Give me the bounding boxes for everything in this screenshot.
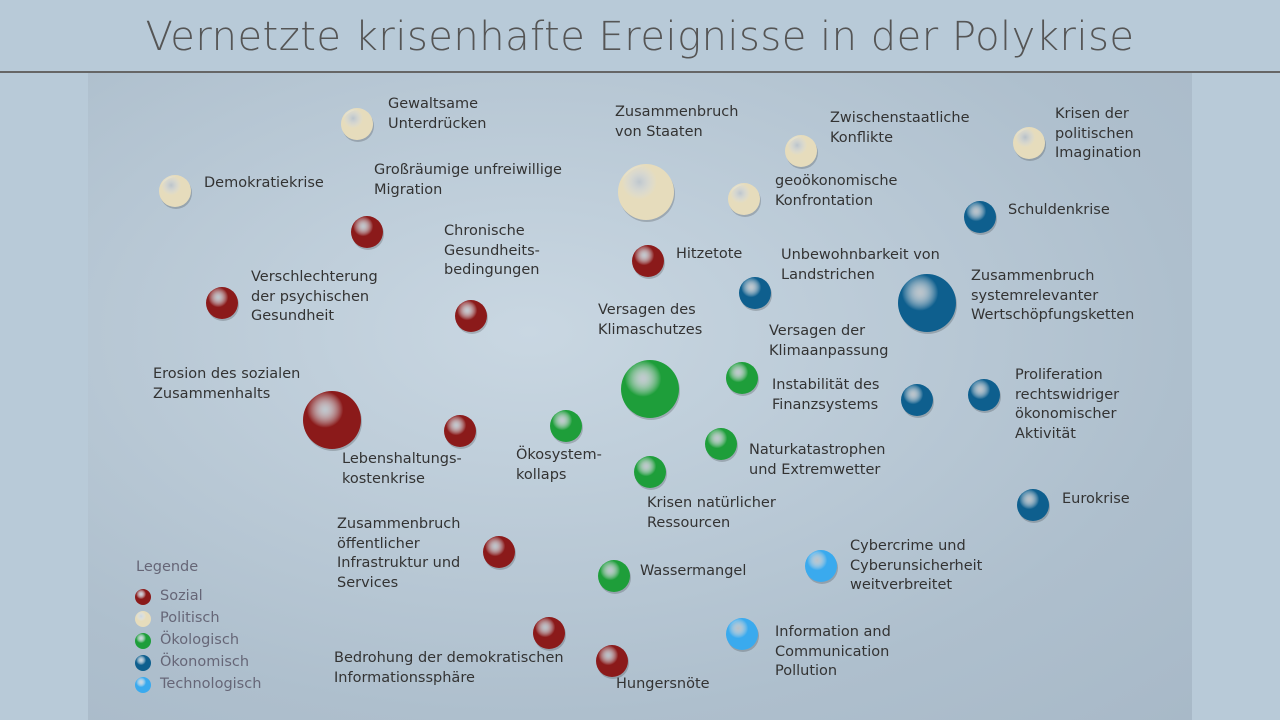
- node: [550, 410, 582, 442]
- node-label: Bedrohung der demokratischen Information…: [334, 650, 564, 686]
- node-label: Cybercrime und Cyberunsicherheit weitver…: [850, 538, 983, 594]
- node-label: Demokratiekrise: [204, 175, 324, 191]
- node: [785, 135, 817, 167]
- node: [726, 362, 758, 394]
- node: [351, 216, 383, 248]
- node: [618, 164, 674, 220]
- node: [705, 428, 737, 460]
- node-label: Zwischenstaatliche Konflikte: [830, 110, 970, 146]
- node-label: Schuldenkrise: [1008, 202, 1110, 218]
- legend-label: Ökologisch: [160, 632, 240, 648]
- node: [898, 274, 956, 332]
- node: [634, 456, 666, 488]
- node-label: Versagen der Klimaanpassung: [769, 323, 889, 359]
- node: [596, 645, 628, 677]
- node: [739, 277, 771, 309]
- node: [483, 536, 515, 568]
- legend-label: Technologisch: [160, 676, 262, 692]
- legend-label: Ökonomisch: [160, 654, 250, 670]
- node: [444, 415, 476, 447]
- node: [968, 379, 1000, 411]
- node-label: Erosion des sozialen Zusammenhalts: [153, 366, 301, 402]
- node: [206, 287, 238, 319]
- legend-label: Sozial: [160, 588, 203, 604]
- node: [159, 175, 191, 207]
- node: [632, 245, 664, 277]
- node-label: Großräumige unfreiwillige Migration: [374, 162, 562, 198]
- node-label: Unbewohnbarkeit von Landstrichen: [781, 247, 940, 283]
- node-label: Hungersnöte: [616, 676, 710, 692]
- node: [964, 201, 996, 233]
- legend-label: Politisch: [160, 610, 220, 626]
- node-label: Versagen des Klimaschutzes: [598, 302, 703, 338]
- node-label: Zusammenbruch öffentlicher Infrastruktur…: [337, 516, 461, 591]
- legend-dot: [135, 611, 151, 627]
- node-label: geoökonomische Konfrontation: [775, 173, 898, 209]
- legend-dot: [135, 677, 151, 693]
- node-label: Proliferation rechtswidriger ökonomische…: [1015, 367, 1120, 442]
- node-label: Gewaltsame Unterdrücken: [388, 96, 487, 132]
- node-label: Krisen der politischen Imagination: [1055, 106, 1142, 162]
- node-label: Verschlechterung der psychischen Gesundh…: [251, 269, 378, 325]
- legend-title: Legende: [136, 559, 199, 575]
- node-label: Wassermangel: [640, 563, 747, 579]
- node: [901, 384, 933, 416]
- node: [726, 618, 758, 650]
- node-label: Ökosystem- kollaps: [516, 447, 602, 483]
- title-rule: [0, 71, 1280, 73]
- legend-dot: [135, 633, 151, 649]
- node: [805, 550, 837, 582]
- node: [1013, 127, 1045, 159]
- node-label: Instabilität des Finanzsystems: [772, 377, 880, 413]
- node: [455, 300, 487, 332]
- node: [303, 391, 361, 449]
- node-label: Naturkatastrophen und Extremwetter: [749, 442, 886, 478]
- node-label: Lebenshaltungs- kostenkrise: [342, 451, 462, 487]
- node: [621, 360, 679, 418]
- legend-dot: [135, 589, 151, 605]
- node: [1017, 489, 1049, 521]
- node: [533, 617, 565, 649]
- node-label: Krisen natürlicher Ressourcen: [647, 495, 776, 531]
- legend-dot: [135, 655, 151, 671]
- node-label: Eurokrise: [1062, 491, 1130, 507]
- node: [598, 560, 630, 592]
- node-label: Zusammenbruch systemrelevanter Wertschöp…: [971, 268, 1135, 324]
- node-label: Information and Communication Pollution: [775, 624, 891, 680]
- node: [341, 108, 373, 140]
- node: [728, 183, 760, 215]
- node-label: Chronische Gesundheits- bedingungen: [444, 223, 540, 279]
- node-label: Zusammenbruch von Staaten: [615, 104, 739, 140]
- title: Vernetzte krisenhafte Ereignisse in der …: [145, 14, 1135, 60]
- node-label: Hitzetote: [676, 246, 743, 262]
